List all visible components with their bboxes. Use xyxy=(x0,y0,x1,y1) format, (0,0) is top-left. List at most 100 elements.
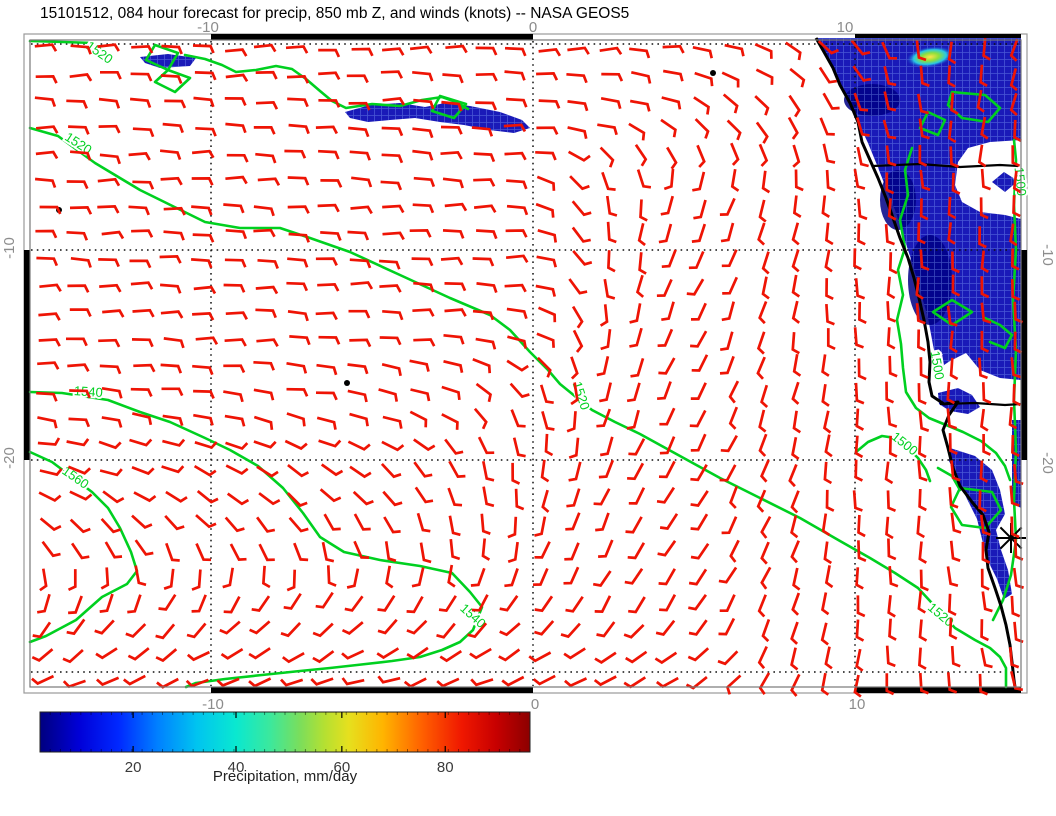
height-contour-1560 xyxy=(28,450,139,644)
wind-barb xyxy=(979,460,989,483)
wind-barb xyxy=(412,308,435,317)
wind-barb xyxy=(383,516,401,534)
wind-barb xyxy=(694,71,714,87)
wind-barb xyxy=(1009,68,1018,92)
wind-barb xyxy=(406,619,428,635)
wind-barb xyxy=(719,594,736,613)
wind-barb xyxy=(599,382,613,403)
wind-barb xyxy=(982,38,991,61)
wind-barb xyxy=(186,622,207,639)
wind-barb xyxy=(980,330,990,353)
wind-barb xyxy=(191,594,207,613)
wind-barb xyxy=(822,410,832,434)
wind-barb xyxy=(35,150,59,160)
wind-barb xyxy=(37,416,58,429)
wind-barb xyxy=(255,285,279,295)
wind-barb xyxy=(312,622,334,638)
wind-barb xyxy=(223,203,245,214)
wind-barb xyxy=(165,490,188,503)
wind-barb xyxy=(161,387,184,397)
wind-barb xyxy=(411,567,425,588)
wind-barb xyxy=(917,460,928,482)
wind-barb xyxy=(160,74,183,85)
neatline-band-right xyxy=(1021,250,1027,460)
wind-barb xyxy=(504,70,526,81)
wind-barb xyxy=(719,197,736,216)
wind-barb xyxy=(253,415,274,430)
height-contour-1520 xyxy=(28,126,1008,689)
wind-barb xyxy=(129,97,152,109)
wind-barb xyxy=(504,46,527,57)
wind-barb xyxy=(628,122,646,141)
wind-barb xyxy=(565,512,581,531)
wind-barb xyxy=(688,568,708,586)
wind-barb xyxy=(538,99,561,109)
wind-barb xyxy=(688,250,705,270)
wind-barb xyxy=(315,125,338,135)
wind-barb xyxy=(251,595,271,612)
wind-barb xyxy=(662,69,684,82)
wind-barb xyxy=(257,177,281,186)
wind-barb xyxy=(409,45,433,55)
wind-barb xyxy=(852,65,872,82)
wind-barb xyxy=(885,145,897,167)
wind-barb xyxy=(67,284,90,293)
axis-tick-top-10: 10 xyxy=(837,19,854,36)
wind-barb xyxy=(248,647,271,660)
contour-label-1500: 1500 xyxy=(928,350,948,381)
wind-barb xyxy=(726,119,742,141)
wind-barb xyxy=(719,464,737,482)
wind-barb xyxy=(663,168,675,191)
wind-barb xyxy=(949,330,958,354)
wind-barb xyxy=(658,460,676,479)
wind-barb xyxy=(817,40,840,55)
wind-barb xyxy=(568,437,580,459)
wind-barb xyxy=(248,677,272,688)
wind-barb xyxy=(688,619,708,636)
wind-barb xyxy=(692,45,714,59)
wind-barb xyxy=(195,514,217,529)
wind-barb xyxy=(888,435,898,458)
wind-barb xyxy=(191,205,213,216)
wind-barb xyxy=(128,205,150,216)
wind-barb xyxy=(1013,301,1024,324)
wind-barb xyxy=(979,514,991,536)
wind-barb xyxy=(286,361,308,374)
wind-barb xyxy=(225,73,249,83)
wind-barb xyxy=(821,354,830,377)
wind-barb xyxy=(341,649,365,660)
wind-barb xyxy=(376,647,400,660)
wind-barb xyxy=(223,364,246,374)
wind-barb xyxy=(467,622,488,639)
wind-barb xyxy=(661,249,677,269)
wind-barb xyxy=(286,492,308,508)
wind-barb xyxy=(315,391,338,401)
wind-barb xyxy=(823,461,833,485)
wind-barb xyxy=(855,117,870,137)
wind-barb xyxy=(225,311,248,320)
wind-barb xyxy=(822,143,836,164)
wind-barb xyxy=(720,434,738,453)
wind-barb xyxy=(222,567,235,589)
wind-barb xyxy=(629,327,643,348)
wind-barb xyxy=(1013,621,1024,644)
wind-barb xyxy=(760,566,772,590)
wind-barb xyxy=(195,336,219,345)
wind-barb xyxy=(504,151,527,161)
wind-barb xyxy=(888,566,899,588)
wind-barb xyxy=(624,568,644,585)
wind-barb xyxy=(249,620,271,635)
wind-barb xyxy=(353,513,371,531)
wind-barb xyxy=(571,200,592,217)
wind-barb xyxy=(255,308,277,319)
height-contour-1500 xyxy=(949,486,1003,530)
plot-frame xyxy=(29,39,1022,688)
wind-barb xyxy=(792,195,802,218)
wind-barb xyxy=(470,678,494,687)
wind-barb xyxy=(719,355,735,375)
wind-barb xyxy=(349,412,369,427)
axis-tick-left--10: -10 xyxy=(1,237,18,259)
wind-barb xyxy=(104,541,123,559)
wind-barb xyxy=(476,229,498,240)
wind-barb xyxy=(887,538,897,561)
